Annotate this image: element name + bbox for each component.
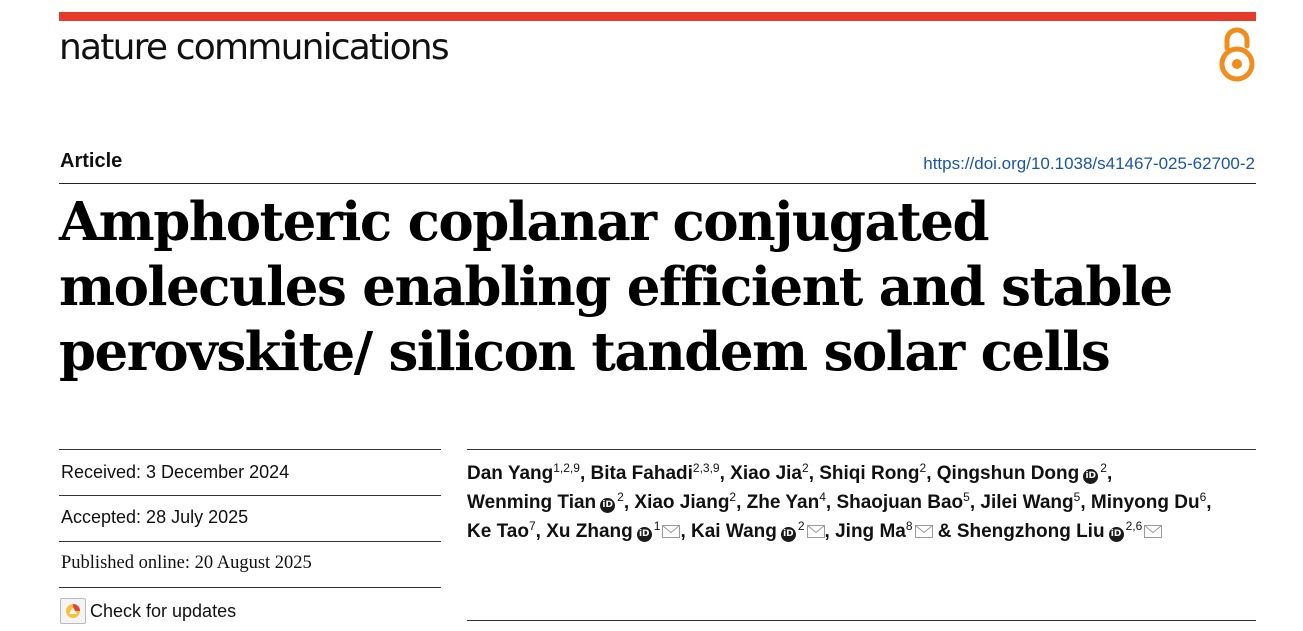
check-for-updates-button[interactable]: Check for updates [60,598,236,624]
affiliation-marker[interactable]: 2 [1100,461,1107,475]
author-name-text[interactable]: Shengzhong Liu [956,521,1105,542]
author-name-text[interactable]: Xiao Jia [730,463,802,484]
author-name-text[interactable]: Shaojuan Bao [836,492,964,513]
header-divider [59,183,1256,184]
orcid-icon[interactable]: iD [600,498,616,513]
affiliation-marker[interactable]: 8 [905,519,913,533]
meta-divider [59,587,441,588]
authors-divider [467,449,1256,450]
author-name[interactable]: Xiao Jiang2, [634,490,747,513]
author-name-text[interactable]: Shiqi Rong [819,463,920,484]
orcid-icon[interactable]: iD [1108,527,1124,542]
affiliation-marker[interactable]: 4 [819,490,826,504]
authors-divider [467,620,1256,621]
email-icon[interactable] [806,518,825,538]
author-name[interactable]: Shengzhong Liu iD2,6 [956,518,1163,542]
author-separator: , [535,521,547,542]
author-name-text[interactable]: Minyong Du [1090,492,1200,513]
author-separator: , [1206,492,1212,513]
affiliation-marker[interactable]: 6 [1199,490,1207,504]
author-separator: , [824,521,836,542]
affiliation-marker[interactable]: 2,6 [1125,519,1143,533]
author-separator: , [680,521,691,542]
author-name[interactable]: Shiqi Rong2, [819,461,937,484]
author-name[interactable]: Xiao Jia2, [730,461,820,484]
author-name[interactable]: Wenming Tian iD2, [467,490,635,513]
author-name[interactable]: Ke Tao7, [467,519,547,542]
author-name[interactable]: Shaojuan Bao5, [836,490,981,513]
check-updates-label: Check for updates [90,600,237,621]
email-icon[interactable] [1144,518,1163,538]
accepted-date: Accepted: 28 July 2025 [61,507,249,527]
author-separator: , [969,492,981,513]
author-separator: , [579,463,591,484]
author-name[interactable]: Zhe Yan4, [746,490,837,513]
email-icon[interactable] [914,518,933,538]
orcid-icon[interactable]: iD [636,527,652,542]
meta-divider [59,449,441,450]
journal-color-bar [59,12,1256,21]
author-name-text[interactable]: Jilei Wang [980,492,1074,513]
author-name[interactable]: Bita Fahadi2,3,9, [590,461,731,484]
affiliation-marker[interactable]: 2 [729,490,737,504]
author-separator: & [932,521,957,542]
article-title: Amphoteric coplanar conjugated molecules… [59,191,1173,383]
author-name[interactable]: Kai Wang iD2, [691,518,836,542]
author-separator: , [808,463,820,484]
author-name[interactable]: Qingshun Dong iD2, [936,461,1113,484]
orcid-icon[interactable]: iD [1083,469,1099,484]
affiliation-marker[interactable]: 2 [617,490,624,504]
author-separator: , [623,492,635,513]
author-name-text[interactable]: Ke Tao [467,521,529,542]
orcid-icon[interactable]: iD [780,527,796,542]
author-name-text[interactable]: Zhe Yan [746,492,820,513]
affiliation-marker[interactable]: 5 [1073,490,1081,504]
author-separator: , [1106,463,1113,484]
author-name-text[interactable]: Dan Yang [467,463,554,484]
affiliation-marker[interactable]: 1 [653,519,661,533]
author-name[interactable]: Jing Ma8 & [835,518,957,542]
article-type-label: Article [60,150,123,172]
affiliation-marker[interactable]: 7 [528,519,536,533]
affiliation-marker[interactable]: 5 [963,490,970,504]
author-name-text[interactable]: Jing Ma [835,521,906,542]
author-separator: , [1080,492,1091,513]
doi-link[interactable]: https://doi.org/10.1038/s41467-025-62700… [923,154,1255,173]
email-icon[interactable] [662,518,681,538]
author-separator: , [719,463,731,484]
open-access-icon [1219,27,1255,82]
author-name[interactable]: Minyong Du6, [1090,490,1212,513]
author-list: Dan Yang1,2,9, Bita Fahadi2,3,9, Xiao Ji… [467,459,1267,546]
author-name-text[interactable]: Kai Wang [691,521,777,542]
journal-logo[interactable]: nature communications [59,27,450,68]
author-separator: , [825,492,837,513]
published-date: Published online: 20 August 2025 [61,553,312,573]
affiliation-marker[interactable]: 2 [802,461,809,475]
author-name-text[interactable]: Xiao Jiang [634,492,730,513]
affiliation-marker[interactable]: 2,3,9 [692,461,720,475]
affiliation-marker[interactable]: 2 [919,461,927,475]
author-name[interactable]: Xu Zhang iD1, [546,518,691,542]
author-name-text[interactable]: Wenming Tian [467,492,597,513]
received-date: Received: 3 December 2024 [61,462,290,482]
affiliation-marker[interactable]: 1,2,9 [553,461,580,475]
author-name[interactable]: Jilei Wang5, [980,490,1091,513]
author-name-text[interactable]: Bita Fahadi [590,463,693,484]
meta-divider [59,495,441,496]
affiliation-marker[interactable]: 2 [797,519,805,533]
author-name-text[interactable]: Qingshun Dong [936,463,1080,484]
author-name-text[interactable]: Xu Zhang [546,521,633,542]
author-separator: , [926,463,937,484]
author-separator: , [736,492,747,513]
meta-divider [59,541,441,542]
author-name[interactable]: Dan Yang1,2,9, [467,461,591,484]
check-updates-icon [60,598,86,624]
